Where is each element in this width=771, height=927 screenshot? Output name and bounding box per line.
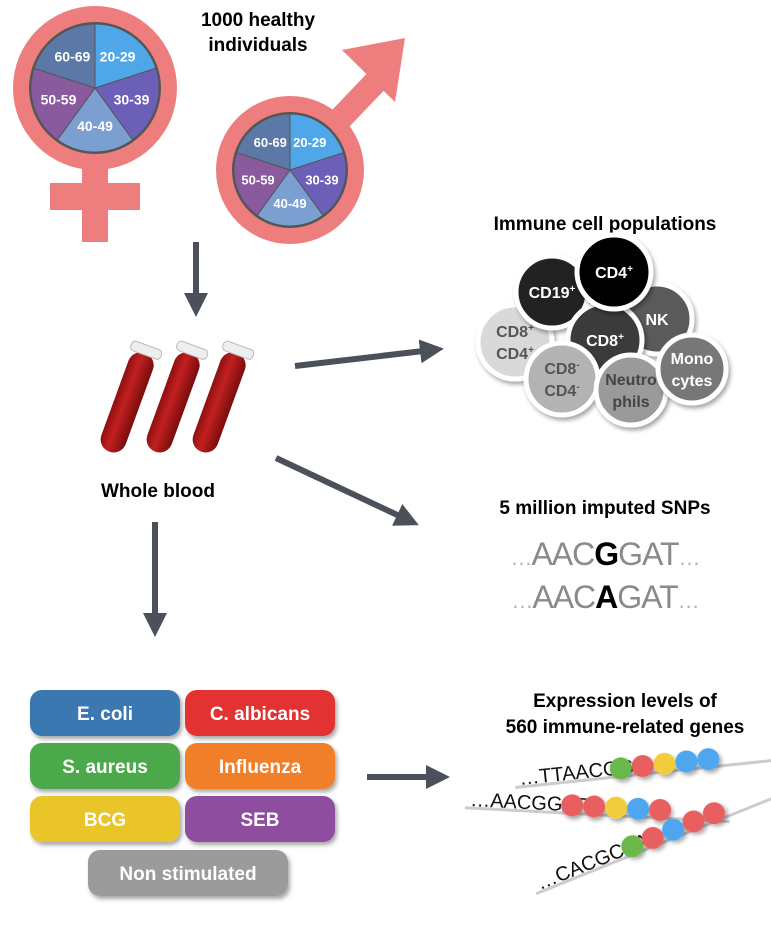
expression-bead: [662, 818, 685, 841]
male-symbol-icon: 20-29 30-39 40-49 50-59 60-69: [216, 38, 405, 244]
svg-text:cytes: cytes: [672, 373, 713, 390]
stimulus-seb: SEB: [185, 796, 335, 842]
pie-slice: [289, 113, 344, 171]
svg-text:CD8+: CD8+: [496, 323, 534, 341]
expression-read: …TTAACGG: [515, 748, 771, 790]
immune-cell-cd8cd4: CD8- CD4-: [523, 340, 601, 418]
immune-cell-cd4: CD4+: [574, 232, 654, 312]
stimulus-c--albicans: C. albicans: [185, 690, 335, 736]
expression-bead: [605, 796, 628, 819]
svg-text:C. albicans: C. albicans: [210, 704, 310, 725]
svg-text:phils: phils: [612, 394, 649, 411]
age-group-label: 40-49: [273, 196, 306, 211]
stimulus-bcg: BCG: [30, 796, 180, 842]
male-age-pie: 20-29 30-39 40-49 50-59 60-69: [233, 113, 347, 227]
stimulus-non-stimulated: Non stimulated: [88, 850, 288, 896]
snps-title: 5 million imputed SNPs: [499, 498, 710, 519]
pie-slice: [236, 113, 291, 171]
expression-bead: [675, 750, 698, 773]
age-group-label: 20-29: [100, 49, 136, 65]
age-group-label: 20-29: [293, 135, 326, 150]
svg-text:CD8-: CD8-: [544, 360, 579, 378]
blood-tubes-icon: [100, 340, 255, 453]
stimulation-conditions: E. coli C. albicans S. aureus Influenza BCG S…: [30, 690, 335, 896]
expression-bead: [561, 794, 584, 817]
expression-bead: [641, 826, 664, 849]
svg-text:Neutro: Neutro: [605, 372, 657, 389]
svg-text:E. coli: E. coli: [77, 704, 133, 725]
expression-bead: [702, 802, 725, 825]
svg-text:Non stimulated: Non stimulated: [119, 864, 256, 885]
pie-slice: [289, 152, 347, 217]
snp-sequences: …AACGGAT… …AACAGAT…: [510, 536, 700, 615]
expression-bead: [621, 835, 644, 858]
svg-text:CD4+: CD4+: [496, 345, 534, 363]
svg-text:BCG: BCG: [84, 810, 126, 831]
age-group-label: 50-59: [41, 92, 77, 108]
arrow-blood-to-cells: [294, 339, 444, 369]
immune-cell-cd19: CD19+: [513, 253, 591, 331]
snp-allele-2: A: [595, 579, 618, 615]
flow-arrows: [143, 242, 450, 789]
pie-slice: [94, 23, 157, 89]
svg-text:CD4-: CD4-: [544, 382, 579, 400]
snp-allele-1: G: [594, 536, 618, 572]
expression-title-line1: Expression levels of: [533, 691, 717, 712]
expression-bead: [631, 755, 654, 778]
stimulus-e--coli: E. coli: [30, 690, 180, 736]
expression-reads: …TTAACGG…AACGGAT…CACGCAA: [464, 748, 771, 896]
immune-cell-neutrophils: Neutro phils: [593, 352, 669, 428]
immune-cell-monocytes: Mono cytes: [655, 332, 729, 406]
snp-sequence-2: …AACAGAT…: [511, 579, 698, 615]
pie-slice: [56, 87, 134, 153]
age-group-label: 60-69: [55, 49, 91, 65]
age-group-label: 40-49: [77, 118, 113, 134]
pie-slice: [233, 152, 291, 217]
age-group-label: 60-69: [254, 135, 287, 150]
pie-slice: [256, 169, 324, 227]
svg-text:Influenza: Influenza: [219, 757, 302, 778]
svg-text:SEB: SEB: [240, 810, 279, 831]
cohort-title-line1: 1000 healthy: [201, 10, 315, 31]
cohort-title-line2: individuals: [208, 35, 307, 56]
svg-text:S. aureus: S. aureus: [62, 757, 148, 778]
expression-bead: [583, 795, 606, 818]
expression-bead: [649, 798, 672, 821]
pie-slice: [33, 23, 96, 89]
age-group-label: 50-59: [241, 173, 274, 188]
pie-slice: [30, 67, 96, 141]
expression-bead: [653, 752, 676, 775]
svg-text:CD4+: CD4+: [595, 264, 633, 282]
expression-bead: [682, 810, 705, 833]
arrow-blood-to-snps: [274, 455, 419, 526]
snp-sequence-1: …AACGGAT…: [510, 536, 699, 572]
expression-bead: [609, 757, 632, 780]
stimulus-influenza: Influenza: [185, 743, 335, 789]
age-group-label: 30-39: [114, 92, 150, 108]
stimulus-s--aureus: S. aureus: [30, 743, 180, 789]
svg-text:NK: NK: [645, 312, 669, 329]
svg-text:CD8+: CD8+: [586, 332, 624, 350]
expression-title-line2: 560 immune-related genes: [506, 717, 745, 738]
age-group-label: 30-39: [305, 173, 338, 188]
pie-slice: [94, 67, 160, 141]
immune-cells-title: Immune cell populations: [494, 214, 717, 235]
blood-label: Whole blood: [101, 481, 215, 502]
expression-bead: [627, 797, 650, 820]
svg-text:CD19+: CD19+: [529, 284, 576, 302]
immune-cell-cluster: CD8+ CD4+ CD19+ NK CD8+ CD4+ CD8- CD4- Neutro phi…: [475, 232, 729, 428]
svg-text:Mono: Mono: [671, 351, 714, 368]
expression-bead: [697, 748, 720, 771]
